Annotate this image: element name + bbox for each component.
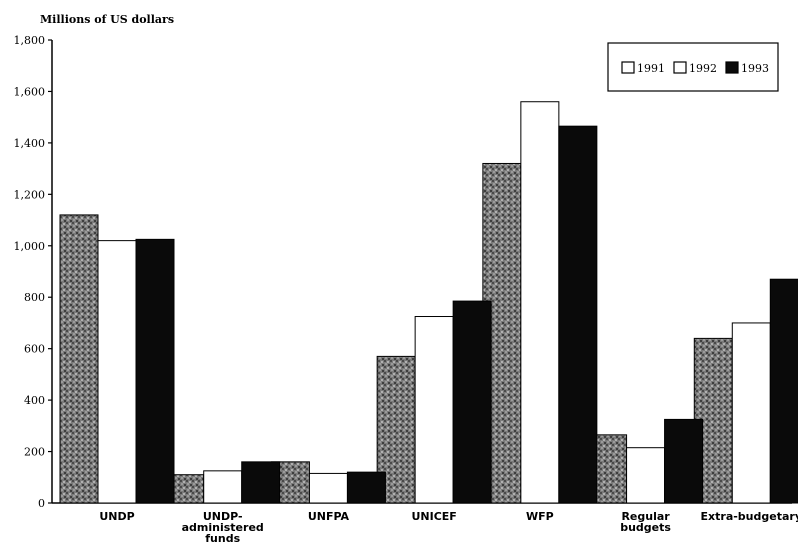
y-tick-label: 1,200: [14, 188, 46, 201]
y-tick-label: 600: [24, 343, 45, 356]
bar-1993-1: [241, 461, 281, 504]
legend-label-1992: 1992: [689, 62, 717, 75]
category-label: UNDP: [99, 510, 134, 523]
legend: 1991 1992 1993: [607, 42, 779, 92]
bar-1993-0: [135, 238, 175, 504]
bar-1993-4: [558, 125, 598, 504]
bar-1993-6: [769, 278, 798, 504]
y-tick-label: 800: [24, 291, 45, 304]
category-label: WFP: [526, 510, 554, 523]
y-tick-label: 0: [38, 497, 45, 510]
y-tick-label: 1,400: [14, 137, 46, 150]
bar-1992-2: [308, 472, 348, 504]
legend-label-1991: 1991: [637, 62, 665, 75]
category-label: Extra-budgetary: [701, 510, 798, 523]
category-label: Regular budgets: [620, 510, 671, 534]
y-tick-label: 1,800: [14, 34, 46, 47]
category-label: UNDP-administered funds: [182, 510, 264, 545]
y-tick-label: 400: [24, 394, 45, 407]
bar-1992-3: [414, 316, 454, 504]
category-label: UNICEF: [411, 510, 456, 523]
category-label: UNFPA: [308, 510, 350, 523]
y-tick-label: 200: [24, 446, 45, 459]
y-tick-label: 1,000: [14, 240, 46, 253]
bar-1992-5: [626, 447, 666, 504]
bar-1991-0: [59, 214, 99, 504]
y-axis-unit-label: Millions of US dollars: [40, 13, 174, 26]
legend-swatch-1993: [725, 61, 739, 74]
legend-box: [607, 42, 779, 92]
category-labels: UNDP UNDP-administered funds UNFPA UNICEF WFP…: [99, 510, 798, 545]
y-tick-label: 1,600: [14, 85, 46, 98]
bar-1993-5: [664, 418, 704, 504]
bar-1993-3: [452, 300, 492, 504]
legend-swatch-1992: [673, 61, 687, 74]
legend-label-1993: 1993: [741, 62, 769, 75]
bar-1992-0: [97, 240, 137, 504]
bars: [59, 101, 798, 504]
bar-1992-1: [203, 470, 243, 504]
bar-1992-6: [731, 322, 771, 504]
legend-swatch-1991: [621, 61, 635, 74]
bar-1992-4: [520, 101, 560, 504]
bar-1993-2: [346, 471, 386, 504]
